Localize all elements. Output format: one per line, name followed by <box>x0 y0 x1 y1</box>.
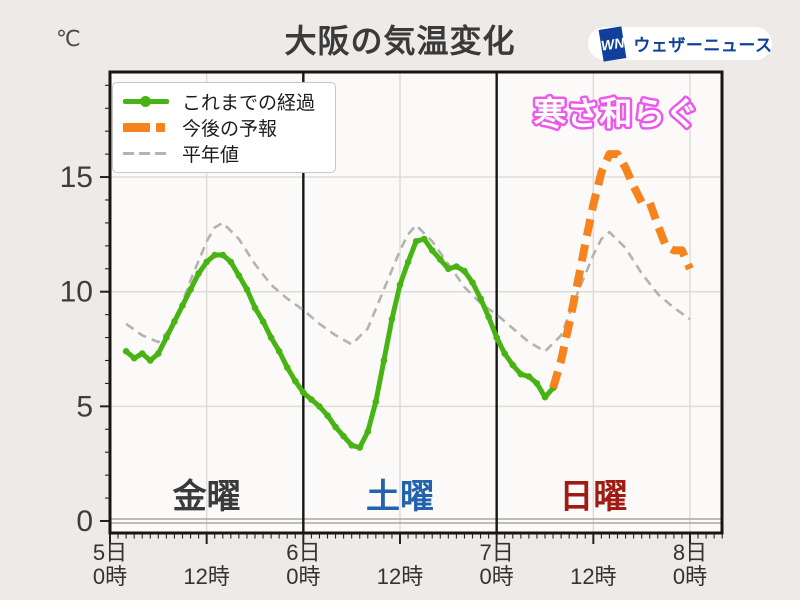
series-marker-past <box>437 256 444 263</box>
legend-forecast-line-icon <box>123 122 169 132</box>
series-marker-past <box>283 364 291 371</box>
series-marker-past <box>203 258 210 266</box>
x-tick-time-label: 12時 <box>377 564 423 589</box>
series-marker-past <box>292 377 299 385</box>
x-tick-time-label: 12時 <box>570 564 616 589</box>
series-marker-past <box>187 286 194 293</box>
y-tick-label: 10 <box>60 276 93 309</box>
series-marker-past <box>541 393 549 401</box>
legend-past-line-icon <box>123 95 169 107</box>
series-marker-past <box>171 318 178 325</box>
series-marker-past <box>235 272 243 279</box>
legend-label-normal: 平年値 <box>182 145 240 167</box>
y-tick-label: 5 <box>76 390 93 423</box>
series-marker-past <box>364 428 372 435</box>
day-label: 金曜 <box>172 477 241 516</box>
series-marker-past <box>138 350 146 357</box>
series-marker-past <box>300 389 307 396</box>
series-marker-past <box>267 334 275 341</box>
series-marker-past <box>211 251 218 259</box>
legend-label-forecast: 今後の予報 <box>182 118 278 140</box>
weathernews-logo: WN ウェザーニュース <box>588 25 773 62</box>
series-marker-past <box>428 247 436 254</box>
series-marker-past <box>445 265 452 273</box>
x-tick-time-label: 0時 <box>673 564 707 589</box>
annotation-kansa-yawaragu: 寒さ和らぐ <box>533 95 698 132</box>
wn-logo-icon: WN <box>598 25 627 62</box>
series-marker-past <box>525 373 533 380</box>
series-marker-past <box>509 361 517 369</box>
series-line-normal <box>125 221 691 353</box>
x-tick-day-label: 6日 <box>286 540 320 565</box>
series-marker-past <box>227 258 235 266</box>
y-tick-label: 0 <box>76 505 93 538</box>
day-label: 日曜 <box>559 478 627 516</box>
series-marker-past <box>461 267 468 275</box>
series-marker-past <box>388 315 396 323</box>
series-marker-past <box>147 357 154 364</box>
series-marker-past <box>163 334 170 341</box>
x-tick-time-label: 12時 <box>183 564 229 589</box>
series-marker-past <box>396 281 404 289</box>
x-tick-day-label: 7日 <box>480 540 514 565</box>
series-marker-past <box>493 334 501 341</box>
series-marker-past <box>275 348 283 355</box>
plot-border <box>108 70 724 535</box>
series-marker-past <box>356 444 364 451</box>
legend-normal-line-icon <box>123 152 169 156</box>
series-marker-past <box>308 396 315 403</box>
weathernews-wordmark: ウェザーニュース <box>633 36 773 55</box>
y-tick-label: 15 <box>60 161 93 194</box>
x-tick-time-label: 0時 <box>480 564 514 589</box>
series-marker-past <box>122 348 130 355</box>
series-marker-past <box>340 432 347 440</box>
series-marker-past <box>533 380 541 387</box>
series-marker-past <box>259 318 267 325</box>
series-marker-past <box>372 398 380 406</box>
legend-item-forecast: 今後の予報 <box>123 114 325 140</box>
series-marker-past <box>219 251 227 259</box>
series-marker-past <box>195 270 202 277</box>
series-marker-past <box>485 313 492 321</box>
series-marker-past <box>243 286 251 293</box>
series-marker-past <box>453 263 460 270</box>
legend-item-normal: 平年値 <box>123 141 325 167</box>
series-marker-past <box>324 412 331 419</box>
x-tick-time-label: 0時 <box>93 564 127 589</box>
series-marker-past <box>501 350 509 357</box>
series-marker-past <box>316 403 323 410</box>
series-marker-past <box>130 354 138 362</box>
series-marker-past <box>469 279 476 286</box>
chart-legend: これまでの経過 今後の予報 平年値 <box>112 82 336 173</box>
series-marker-past <box>155 350 162 357</box>
day-label: 土曜 <box>366 478 434 516</box>
series-marker-past <box>348 442 356 449</box>
series-marker-past <box>412 238 420 245</box>
legend-label-past: これまでの経過 <box>182 92 316 114</box>
series-marker-past <box>517 370 525 378</box>
y-axis-unit-label: ℃ <box>56 26 81 51</box>
x-tick-day-label: 8日 <box>673 540 707 565</box>
x-tick-time-label: 0時 <box>286 564 320 589</box>
series-marker-past <box>404 258 412 266</box>
series-marker-past <box>477 295 484 302</box>
series-marker-past <box>179 302 186 309</box>
series-marker-past <box>380 357 388 364</box>
series-marker-past <box>332 423 339 431</box>
series-marker-past <box>251 304 259 312</box>
legend-item-past: これまでの経過 <box>123 88 325 114</box>
x-tick-day-label: 5日 <box>93 540 127 565</box>
page-title: 大阪の気温変化 <box>284 23 516 59</box>
series-marker-past <box>420 235 428 243</box>
